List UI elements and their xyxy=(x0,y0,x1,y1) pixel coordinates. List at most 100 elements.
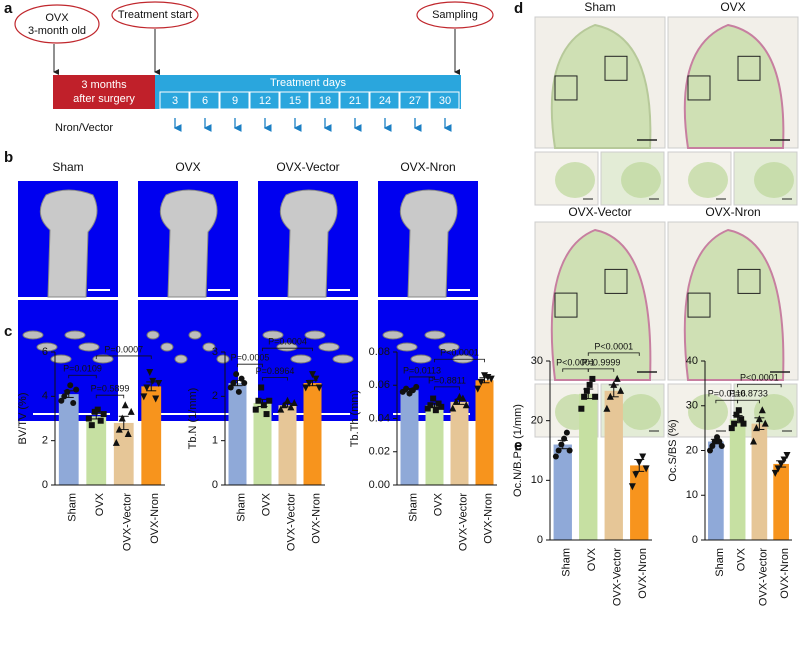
x-tick-label: OVX xyxy=(586,547,598,571)
significance-bracket xyxy=(262,347,313,352)
data-point xyxy=(61,393,68,400)
y-tick-label: 4 xyxy=(42,390,48,402)
p-value: P=0.8964 xyxy=(256,366,295,376)
trabecula xyxy=(160,342,174,352)
trabecula xyxy=(410,354,432,364)
data-point xyxy=(606,392,614,400)
trabecula xyxy=(146,330,160,340)
injection-label: Nron/Vector xyxy=(55,122,113,134)
roi-box xyxy=(554,292,578,318)
data-point xyxy=(716,438,723,445)
group-label: OVX-Nron xyxy=(400,160,455,174)
group-label: Sham xyxy=(52,160,83,174)
ellipse xyxy=(416,1,494,29)
x-tick-label: OVX xyxy=(432,492,444,516)
x-tick-label: OVX-Vector xyxy=(285,493,297,551)
bar xyxy=(553,444,572,540)
data-point xyxy=(124,430,132,438)
ovx-label: 3-month old xyxy=(28,25,86,37)
significance-bracket xyxy=(95,394,125,399)
y-tick-label: 30 xyxy=(531,355,543,367)
y-tick-label: 30 xyxy=(686,400,698,412)
y-tick-label: 20 xyxy=(686,444,698,456)
data-point xyxy=(558,441,565,448)
zoom-detail xyxy=(621,162,661,198)
x-tick-label: OVX-Vector xyxy=(757,548,769,606)
zoom-detail xyxy=(555,162,595,198)
data-point xyxy=(280,401,288,409)
data-point xyxy=(552,453,559,460)
y-axis-label: BV/TV (%) xyxy=(17,393,29,445)
bone-section xyxy=(550,228,652,381)
p-value: P=0.8811 xyxy=(428,375,466,385)
p-value: P=0.0004 xyxy=(268,337,307,347)
bar-chart: Sham OVX OVX-Vector OVX-Nron 0.00 0.02 0.04 0.0… xyxy=(349,346,497,551)
y-tick-label: 0 xyxy=(42,479,48,491)
data-point xyxy=(632,471,640,479)
data-point xyxy=(235,388,242,395)
data-point xyxy=(312,375,320,383)
femur-shape xyxy=(399,189,458,298)
data-point xyxy=(718,443,725,450)
data-point xyxy=(97,417,104,424)
y-tick-label: 0.04 xyxy=(369,412,390,424)
data-point xyxy=(566,447,573,454)
p-value: P=0.5899 xyxy=(91,384,130,394)
data-point xyxy=(474,385,482,393)
x-tick-label: OVX-Nron xyxy=(310,493,322,544)
p-value: P=0.0113 xyxy=(403,365,441,375)
surgery-label: after surgery xyxy=(73,93,135,105)
data-point xyxy=(777,460,785,468)
panel-label: e xyxy=(514,437,522,454)
data-point xyxy=(427,402,434,409)
ovx-label: OVX xyxy=(45,12,69,24)
day-label: 27 xyxy=(409,95,421,107)
day-row: 3 6 9 12 15 18 21 24 27 30 xyxy=(159,91,460,132)
data-point xyxy=(583,387,590,394)
data-point xyxy=(67,382,74,389)
x-tick-label: Sham xyxy=(561,548,573,577)
p-value: P=0.9999 xyxy=(582,357,621,367)
data-point xyxy=(255,397,262,404)
data-point xyxy=(738,416,745,423)
day-cell xyxy=(369,91,400,110)
bar xyxy=(141,386,162,485)
p-value: P=0.0116 xyxy=(708,389,746,399)
data-point xyxy=(452,397,460,405)
roi-box xyxy=(737,268,761,294)
p-value: P=0.0109 xyxy=(63,364,102,374)
data-point xyxy=(462,401,470,409)
bar-chart: Sham OVX OVX-Vector OVX-Nron 0 10 20 30 Oc.N/B.P… xyxy=(512,341,652,606)
timeline: OVX 3-month old Treatment start Sampling… xyxy=(14,1,494,134)
data-point xyxy=(260,402,267,409)
data-point xyxy=(284,396,291,404)
data-point xyxy=(740,420,747,427)
trabecula xyxy=(202,342,216,352)
bar xyxy=(450,401,469,485)
trabecula xyxy=(396,342,418,352)
significance-bracket xyxy=(587,368,615,372)
y-tick-label: 0 xyxy=(212,479,218,491)
x-tick-label: OVX-Nron xyxy=(482,493,494,544)
bar xyxy=(278,405,297,485)
x-tick-label: OVX-Nron xyxy=(637,548,649,599)
x-tick-label: OVX-Vector xyxy=(612,548,624,606)
roi-box xyxy=(554,75,578,101)
treatment-start: Treatment start xyxy=(118,9,192,21)
trabecula xyxy=(424,330,446,340)
y-tick-label: 0.02 xyxy=(369,446,390,458)
day-cell xyxy=(189,91,220,110)
data-point xyxy=(707,447,714,454)
bone-section xyxy=(683,23,785,149)
trabecula xyxy=(92,354,114,364)
y-tick-label: 0 xyxy=(537,534,543,546)
y-axis-label: Tb.N (1/mm) xyxy=(187,388,199,450)
bar xyxy=(86,416,107,485)
day-cell xyxy=(279,91,310,110)
femur-shape xyxy=(39,189,98,298)
data-point xyxy=(258,384,265,391)
group-label: OVX-Vector xyxy=(276,160,339,174)
trabecula xyxy=(50,354,72,364)
data-point xyxy=(758,406,766,414)
group-label: OVX xyxy=(720,0,745,14)
